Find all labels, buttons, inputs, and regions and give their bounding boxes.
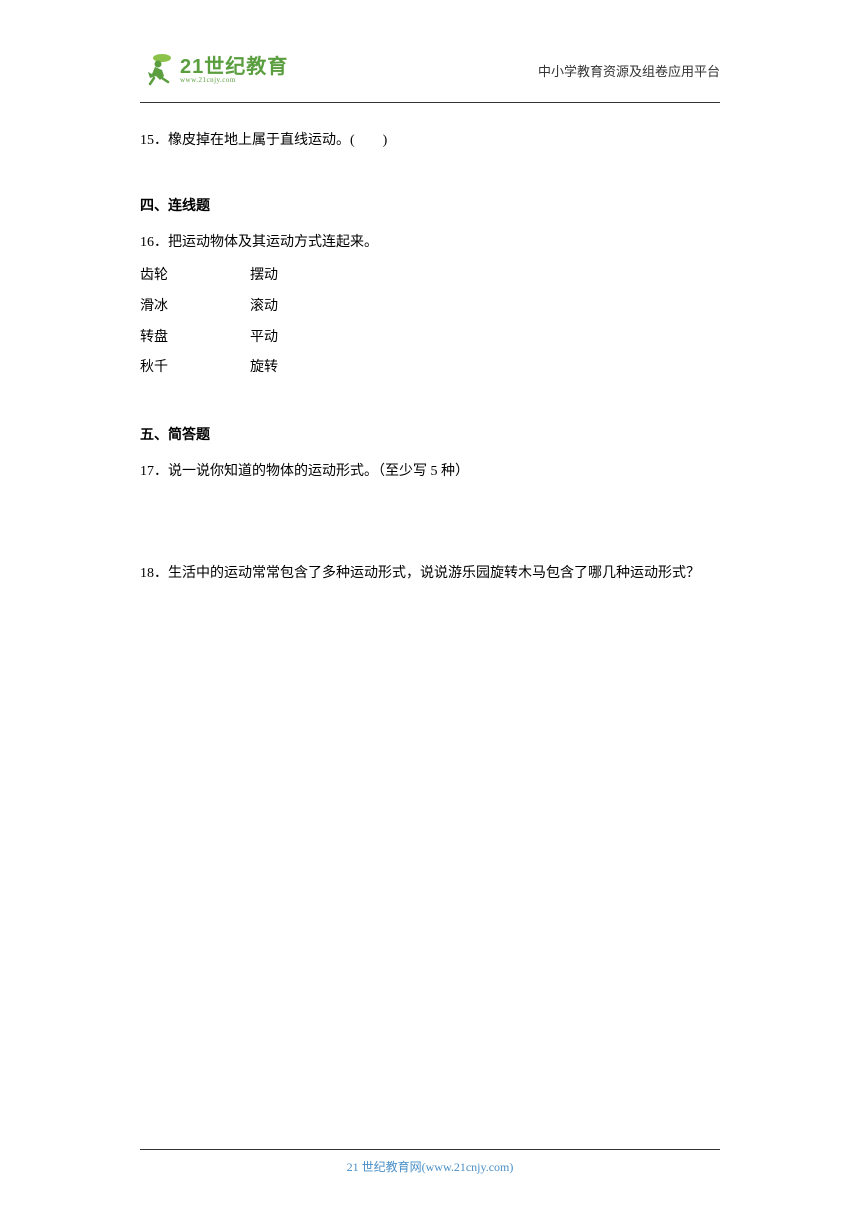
question-16-prompt: 16．把运动物体及其运动方式连起来。 <box>140 229 720 257</box>
logo-sub-text: www.21cnjy.com <box>180 77 288 84</box>
question-15: 15．橡皮掉在地上属于直线运动。( ) <box>140 127 720 155</box>
page-container: 21世纪教育 www.21cnjy.com 中小学教育资源及组卷应用平台 15．… <box>0 0 860 1216</box>
logo-main-text: 21世纪教育 <box>180 57 288 77</box>
matching-right-item: 滚动 <box>250 292 720 323</box>
matching-right-item: 旋转 <box>250 353 720 384</box>
section-4-title: 四、连线题 <box>140 195 720 215</box>
header-platform-text: 中小学教育资源及组卷应用平台 <box>538 61 720 80</box>
footer-divider <box>140 1149 720 1150</box>
header-divider <box>140 102 720 103</box>
matching-row: 齿轮 摆动 <box>140 261 720 292</box>
matching-left-item: 转盘 <box>140 323 250 354</box>
logo-text-group: 21世纪教育 www.21cnjy.com <box>180 57 288 84</box>
matching-row: 滑冰 滚动 <box>140 292 720 323</box>
footer-text: 21 世纪教育网(www.21cnjy.com) <box>347 1160 514 1174</box>
matching-right-item: 平动 <box>250 323 720 354</box>
answer-space <box>140 490 720 560</box>
page-footer: 21 世纪教育网(www.21cnjy.com) <box>0 1149 860 1176</box>
matching-left-item: 滑冰 <box>140 292 250 323</box>
question-17: 17．说一说你知道的物体的运动形式。（至少写 5 种） <box>140 458 720 486</box>
matching-left-item: 齿轮 <box>140 261 250 292</box>
page-header: 21世纪教育 www.21cnjy.com 中小学教育资源及组卷应用平台 <box>140 50 720 90</box>
question-18: 18．生活中的运动常常包含了多种运动形式，说说游乐园旋转木马包含了哪几种运动形式… <box>140 560 720 588</box>
matching-row: 秋千 旋转 <box>140 353 720 384</box>
matching-row: 转盘 平动 <box>140 323 720 354</box>
logo: 21世纪教育 www.21cnjy.com <box>140 52 288 88</box>
runner-icon <box>140 52 176 88</box>
matching-left-item: 秋千 <box>140 353 250 384</box>
section-5-title: 五、简答题 <box>140 424 720 444</box>
matching-right-item: 摆动 <box>250 261 720 292</box>
